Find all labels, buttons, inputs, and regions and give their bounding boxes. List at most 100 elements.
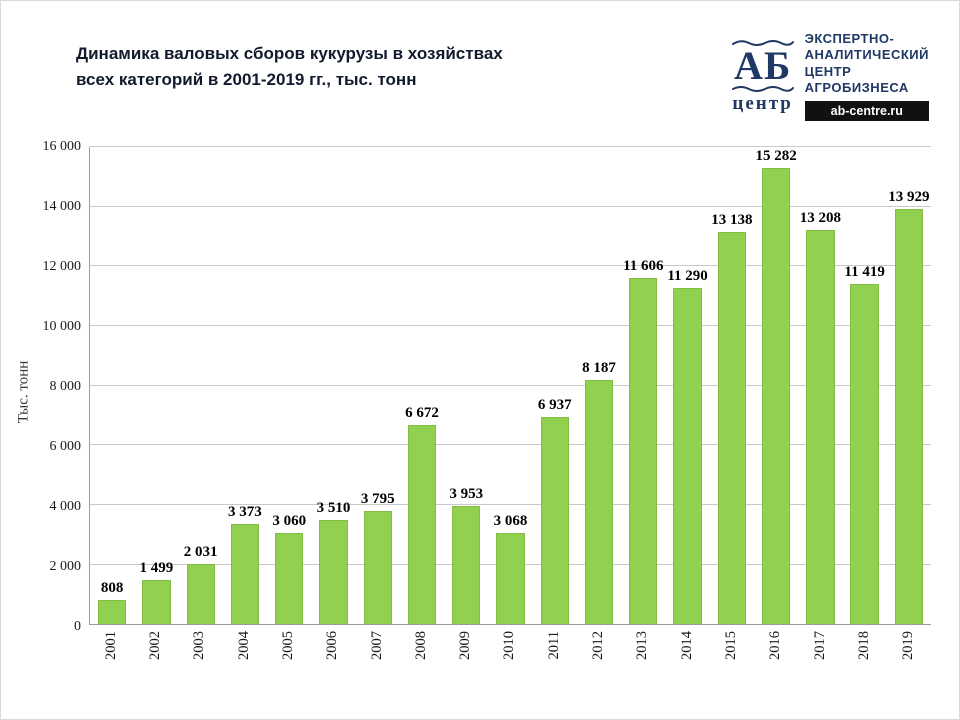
bar-slot: 3 068 [488,147,532,625]
x-tick-label: 2003 [191,631,208,661]
gridline [90,265,931,267]
logo-org-line: ЦЕНТР [804,63,852,79]
chart-title: Динамика валовых сборов кукурузы в хозяй… [76,31,503,94]
y-tick-label: 0 [74,619,81,634]
logo-ab-text: АБ [733,43,792,88]
bar-slot: 3 373 [223,147,267,625]
x-tick-label: 2004 [235,631,252,661]
bar-value-label: 13 208 [799,210,841,227]
y-axis-ticks: 0 2 000 4 000 6 000 8 000 10 000 12 000 14 000 1… [37,139,89,634]
y-tick-label: 16 000 [42,139,82,154]
y-tick-label: 2 000 [49,559,82,574]
x-label-cell: 2008 [399,631,443,703]
logo-mark: АБ центр [731,31,795,121]
bar-slot: 808 [90,147,134,625]
bar [452,506,481,625]
logo-wave-top-icon [731,40,794,46]
x-label-cell: 2010 [488,631,532,703]
bar [319,519,348,625]
x-label-cell: 2009 [444,631,488,703]
x-label-cell: 2018 [842,631,886,703]
chart-region: Тыс. тонн 0 2 000 4 000 6 000 8 000 10 000 12 … [1,133,959,703]
bar-value-label: 11 606 [623,258,664,275]
bar-value-label: 8 187 [582,360,616,377]
bar [363,511,392,625]
y-tick-label: 4 000 [49,499,82,514]
bar-slot: 6 937 [533,147,577,625]
x-label-cell: 2007 [355,631,399,703]
bar [97,600,127,625]
bar [850,283,879,625]
bar-slot: 3 953 [444,147,488,625]
bar [407,425,437,625]
bar-slot: 2 031 [179,147,223,625]
x-tick-label: 2019 [900,631,917,661]
gridline [90,205,931,207]
bar-slot: 1 499 [134,147,178,625]
gridline [90,444,931,446]
bar [806,230,835,625]
x-label-cell: 2017 [798,631,842,703]
gridline [90,146,931,147]
bar [540,417,569,625]
x-label-cell: 2003 [178,631,222,703]
logo-site-badge[interactable]: ab-centre.ru [804,101,929,121]
bar-value-label: 15 282 [755,148,797,165]
bar-value-label: 13 929 [888,188,930,205]
ab-centre-logo: АБ центр ЭКСПЕРТНО- АНАЛИТИЧЕСКИЙ ЦЕНТР … [731,31,929,121]
y-tick-label: 12 000 [42,259,82,274]
bar-slot: 11 290 [665,147,709,625]
x-tick-label: 2010 [501,631,518,661]
logo-centre-text: центр [732,93,793,114]
x-tick-label: 2009 [457,631,474,661]
bar [673,287,702,625]
x-tick-label: 2006 [324,631,341,661]
y-tick-label: 14 000 [42,199,82,214]
bar-slot: 3 795 [356,147,400,625]
chart-title-line2: всех категорий в 2001-2019 гг., тыс. тон… [76,70,417,90]
bar [230,523,260,625]
header: Динамика валовых сборов кукурузы в хозяй… [1,1,959,133]
bar-slot: 3 060 [267,147,311,625]
bar-slot: 8 187 [577,147,621,625]
chart-title-line1: Динамика валовых сборов кукурузы в хозяй… [76,44,503,63]
x-label-cell: 2015 [709,631,753,703]
gridline [90,324,931,326]
x-label-cell: 2019 [887,631,931,703]
logo-org-line: ЭКСПЕРТНО- [804,31,895,46]
bar-slot: 13 138 [710,147,754,625]
x-axis-labels: 2001 2002 2003 2004 2005 2006 2007 2008 2009 2010… [89,625,931,703]
bar-value-label: 3 510 [316,499,351,516]
y-tick-label: 8 000 [49,379,82,394]
x-label-cell: 2011 [532,631,576,703]
bar-value-label: 3 068 [493,512,528,529]
bar-value-label: 11 419 [844,263,885,280]
logo-org-block: ЭКСПЕРТНО- АНАЛИТИЧЕСКИЙ ЦЕНТР АГРОБИЗНЕ… [804,31,929,121]
x-tick-label: 2015 [723,631,740,661]
gridline [90,503,931,505]
bar [142,579,171,625]
bar-slot: 13 929 [887,147,931,625]
x-label-cell: 2001 [89,631,133,703]
bar-slot: 11 606 [621,147,665,625]
x-tick-label: 2008 [412,631,429,661]
bar [584,380,614,625]
bar-value-label: 6 672 [405,405,439,422]
x-tick-label: 2012 [590,631,607,661]
bar-value-label: 2 031 [183,543,218,560]
x-tick-label: 2014 [678,631,695,661]
bar [629,278,658,625]
y-axis-title: Тыс. тонн [15,360,32,423]
bar [761,168,791,625]
x-label-cell: 2004 [222,631,266,703]
logo-org-line: АНАЛИТИЧЕСКИЙ [804,47,929,63]
x-label-cell: 2002 [133,631,177,703]
bar-slot: 13 208 [798,147,842,625]
gridline [90,384,931,386]
y-tick-label: 10 000 [42,319,82,334]
y-tick-label: 6 000 [49,439,82,454]
bar-value-label: 6 937 [537,397,572,414]
x-tick-label: 2007 [368,631,385,661]
bar-value-label: 3 953 [449,486,484,503]
